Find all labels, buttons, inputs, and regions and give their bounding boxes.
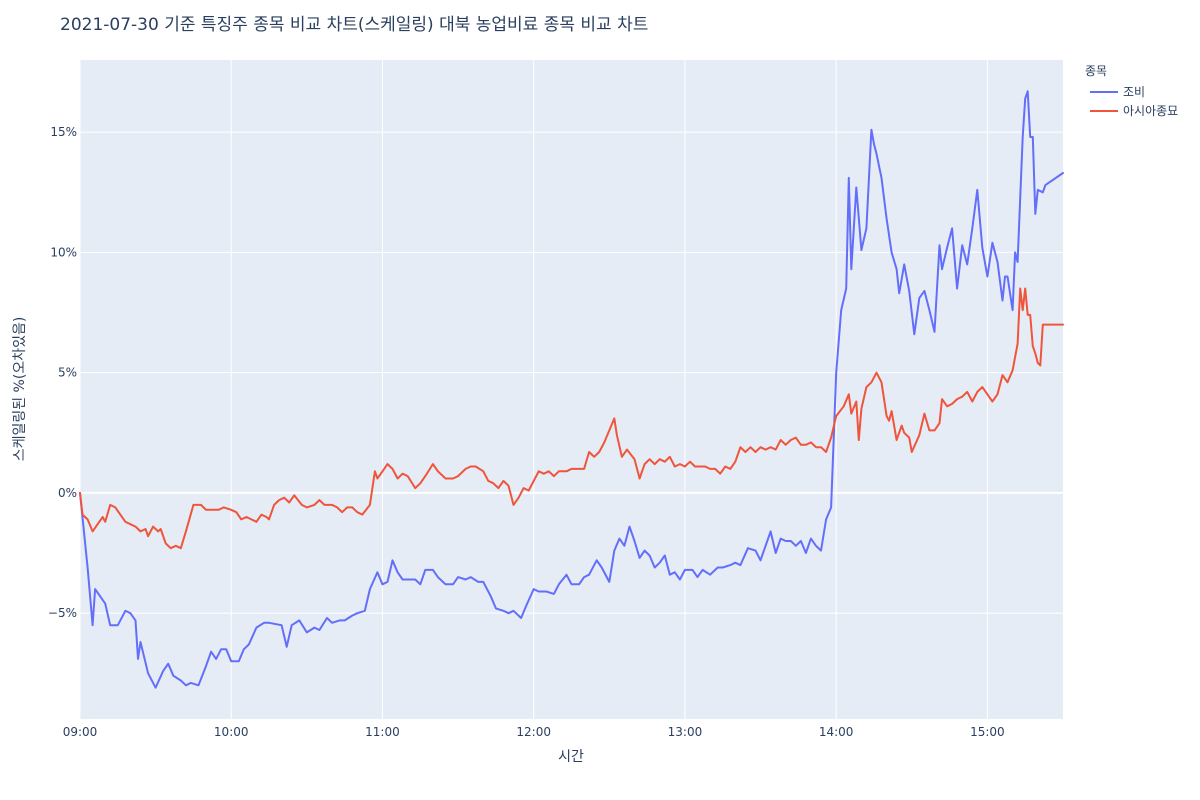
x-tick-label: 15:00	[970, 725, 1005, 739]
y-axis-title: 스케일링된 %(오차있음)	[12, 317, 28, 462]
y-tick-label: 0%	[58, 486, 77, 500]
plot-area	[80, 60, 1063, 719]
y-tick-label: 10%	[50, 245, 77, 259]
series-lines	[79, 90, 1064, 689]
x-tick-label: 11:00	[365, 725, 400, 739]
x-tick-label: 12:00	[516, 725, 551, 739]
y-tick-label: 15%	[50, 125, 77, 139]
chart-title: 2021-07-30 기준 특징주 종목 비교 차트(스케일링) 대북 농업비료…	[60, 15, 648, 35]
legend-item-label[interactable]: 조비	[1123, 85, 1145, 99]
legend-title: 종목	[1085, 64, 1107, 78]
legend-item-label[interactable]: 아시아종묘	[1123, 104, 1178, 118]
series-line-1	[79, 287, 1064, 550]
y-tick-label: −5%	[48, 606, 77, 620]
y-axis-ticks: −5% 0% 5% 10% 15%	[48, 125, 77, 620]
series-line-0	[79, 90, 1064, 689]
x-axis-title: 시간	[558, 749, 584, 765]
x-tick-label: 14:00	[819, 725, 854, 739]
gridlines	[79, 60, 1063, 719]
x-tick-label: 09:00	[63, 725, 98, 739]
y-tick-label: 5%	[58, 366, 77, 380]
x-tick-label: 13:00	[668, 725, 703, 739]
x-tick-label: 10:00	[214, 725, 249, 739]
x-axis-ticks: 09:00 10:00 11:00 12:00 13:00 14:00 15:00	[63, 725, 1005, 739]
